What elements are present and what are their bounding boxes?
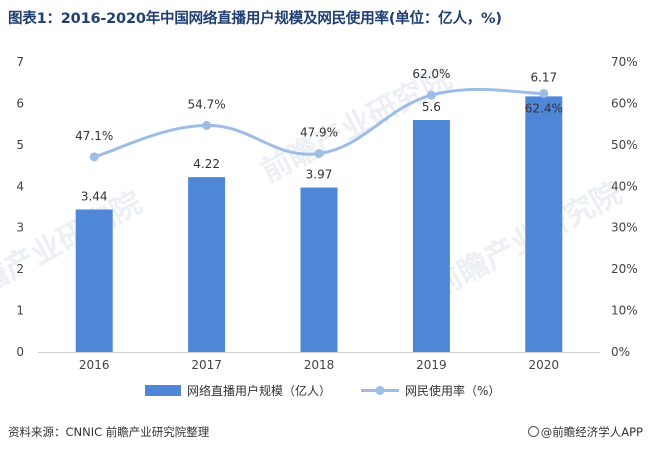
line-data-label: 47.1% <box>75 129 113 143</box>
right-tick-label: 40% <box>611 179 638 193</box>
bar-data-label: 3.44 <box>81 189 108 203</box>
right-tick-label: 20% <box>611 262 638 276</box>
brand-logo-icon <box>527 426 539 437</box>
right-axis: 0% 10% 20% 30% 40% 50% 60% 70% <box>611 55 638 359</box>
legend: 网络直播用户规模（亿人） 网民使用率（%） <box>145 383 500 398</box>
brand-text: @前瞻经济学人APP <box>540 425 643 439</box>
left-axis: 0 1 2 3 4 5 6 7 <box>16 55 24 359</box>
brand-credit: @前瞻经济学人APP <box>527 424 643 440</box>
chart-canvas: 0 1 2 3 4 5 6 7 0% 10% 20% 30% 40% 50% 60% 70% 3.44 4.2… <box>16 55 638 398</box>
x-tick-label: 2019 <box>416 358 447 372</box>
legend-bar-swatch <box>145 385 181 396</box>
bar <box>300 187 338 352</box>
line-path <box>93 87 544 159</box>
chart-title: 图表1：2016-2020年中国网络直播用户规模及网民使用率(单位：亿人，%) <box>8 11 502 27</box>
line-point <box>202 120 212 130</box>
bar-data-label: 6.17 <box>530 70 557 84</box>
line-data-label: 54.7% <box>188 97 226 111</box>
bar <box>188 177 226 352</box>
right-tick-label: 30% <box>611 221 638 235</box>
x-tick-label: 2016 <box>79 358 110 372</box>
x-tick-label: 2020 <box>529 358 560 372</box>
bar <box>412 120 450 352</box>
left-tick-label: 1 <box>16 304 24 318</box>
right-tick-label: 70% <box>611 55 638 69</box>
bar <box>75 209 113 352</box>
line-series: 47.1% 54.7% 47.9% 62.0% 62.4% <box>75 67 563 162</box>
bar-data-label: 5.6 <box>422 100 441 114</box>
bar-data-label: 3.97 <box>306 168 333 182</box>
left-tick-label: 4 <box>16 179 24 193</box>
left-tick-label: 5 <box>16 138 24 152</box>
line-data-label: 47.9% <box>300 126 338 140</box>
left-tick-label: 3 <box>16 221 24 235</box>
left-tick-label: 2 <box>16 262 24 276</box>
source-note: 资料来源：CNNIC 前瞻产业研究院整理 <box>8 425 210 439</box>
legend-line-label: 网民使用率（%） <box>405 383 500 398</box>
right-tick-label: 10% <box>611 304 638 318</box>
line-data-label: 62.0% <box>412 67 450 81</box>
line-point <box>314 149 324 159</box>
left-tick-label: 0 <box>16 345 24 359</box>
left-tick-label: 6 <box>16 96 24 110</box>
x-axis: 2016 2017 2018 2019 2020 <box>38 352 600 372</box>
legend-bar-label: 网络直播用户规模（亿人） <box>187 383 331 398</box>
line-point <box>426 90 436 100</box>
x-tick-label: 2018 <box>304 358 335 372</box>
line-point <box>89 152 99 162</box>
right-tick-label: 50% <box>611 138 638 152</box>
right-tick-label: 60% <box>611 96 638 110</box>
right-tick-label: 0% <box>611 345 630 359</box>
bar-data-label: 4.22 <box>193 157 220 171</box>
x-tick-label: 2017 <box>191 358 222 372</box>
bar-series: 3.44 4.22 3.97 5.6 6.17 <box>75 70 563 352</box>
left-tick-label: 7 <box>16 55 24 69</box>
legend-line-marker <box>375 386 385 395</box>
line-point <box>539 88 549 98</box>
bar <box>525 96 563 352</box>
line-data-label: 62.4% <box>525 101 563 115</box>
